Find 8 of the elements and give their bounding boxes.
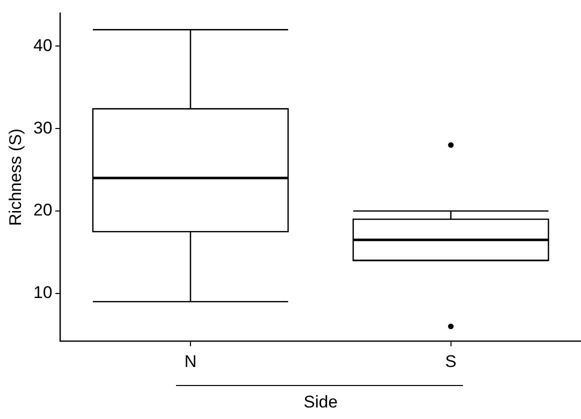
y-tick-label: 10 [33,283,52,302]
y-tick-label: 40 [33,36,52,55]
x-axis-title: Side [304,392,338,412]
y-tick-label: 20 [33,200,52,220]
x-tick-label: N [184,352,197,372]
y-axis-title: Richness (S) [6,128,25,226]
x-tick-label: S [445,352,456,372]
y-tick-label: 30 [33,118,52,138]
